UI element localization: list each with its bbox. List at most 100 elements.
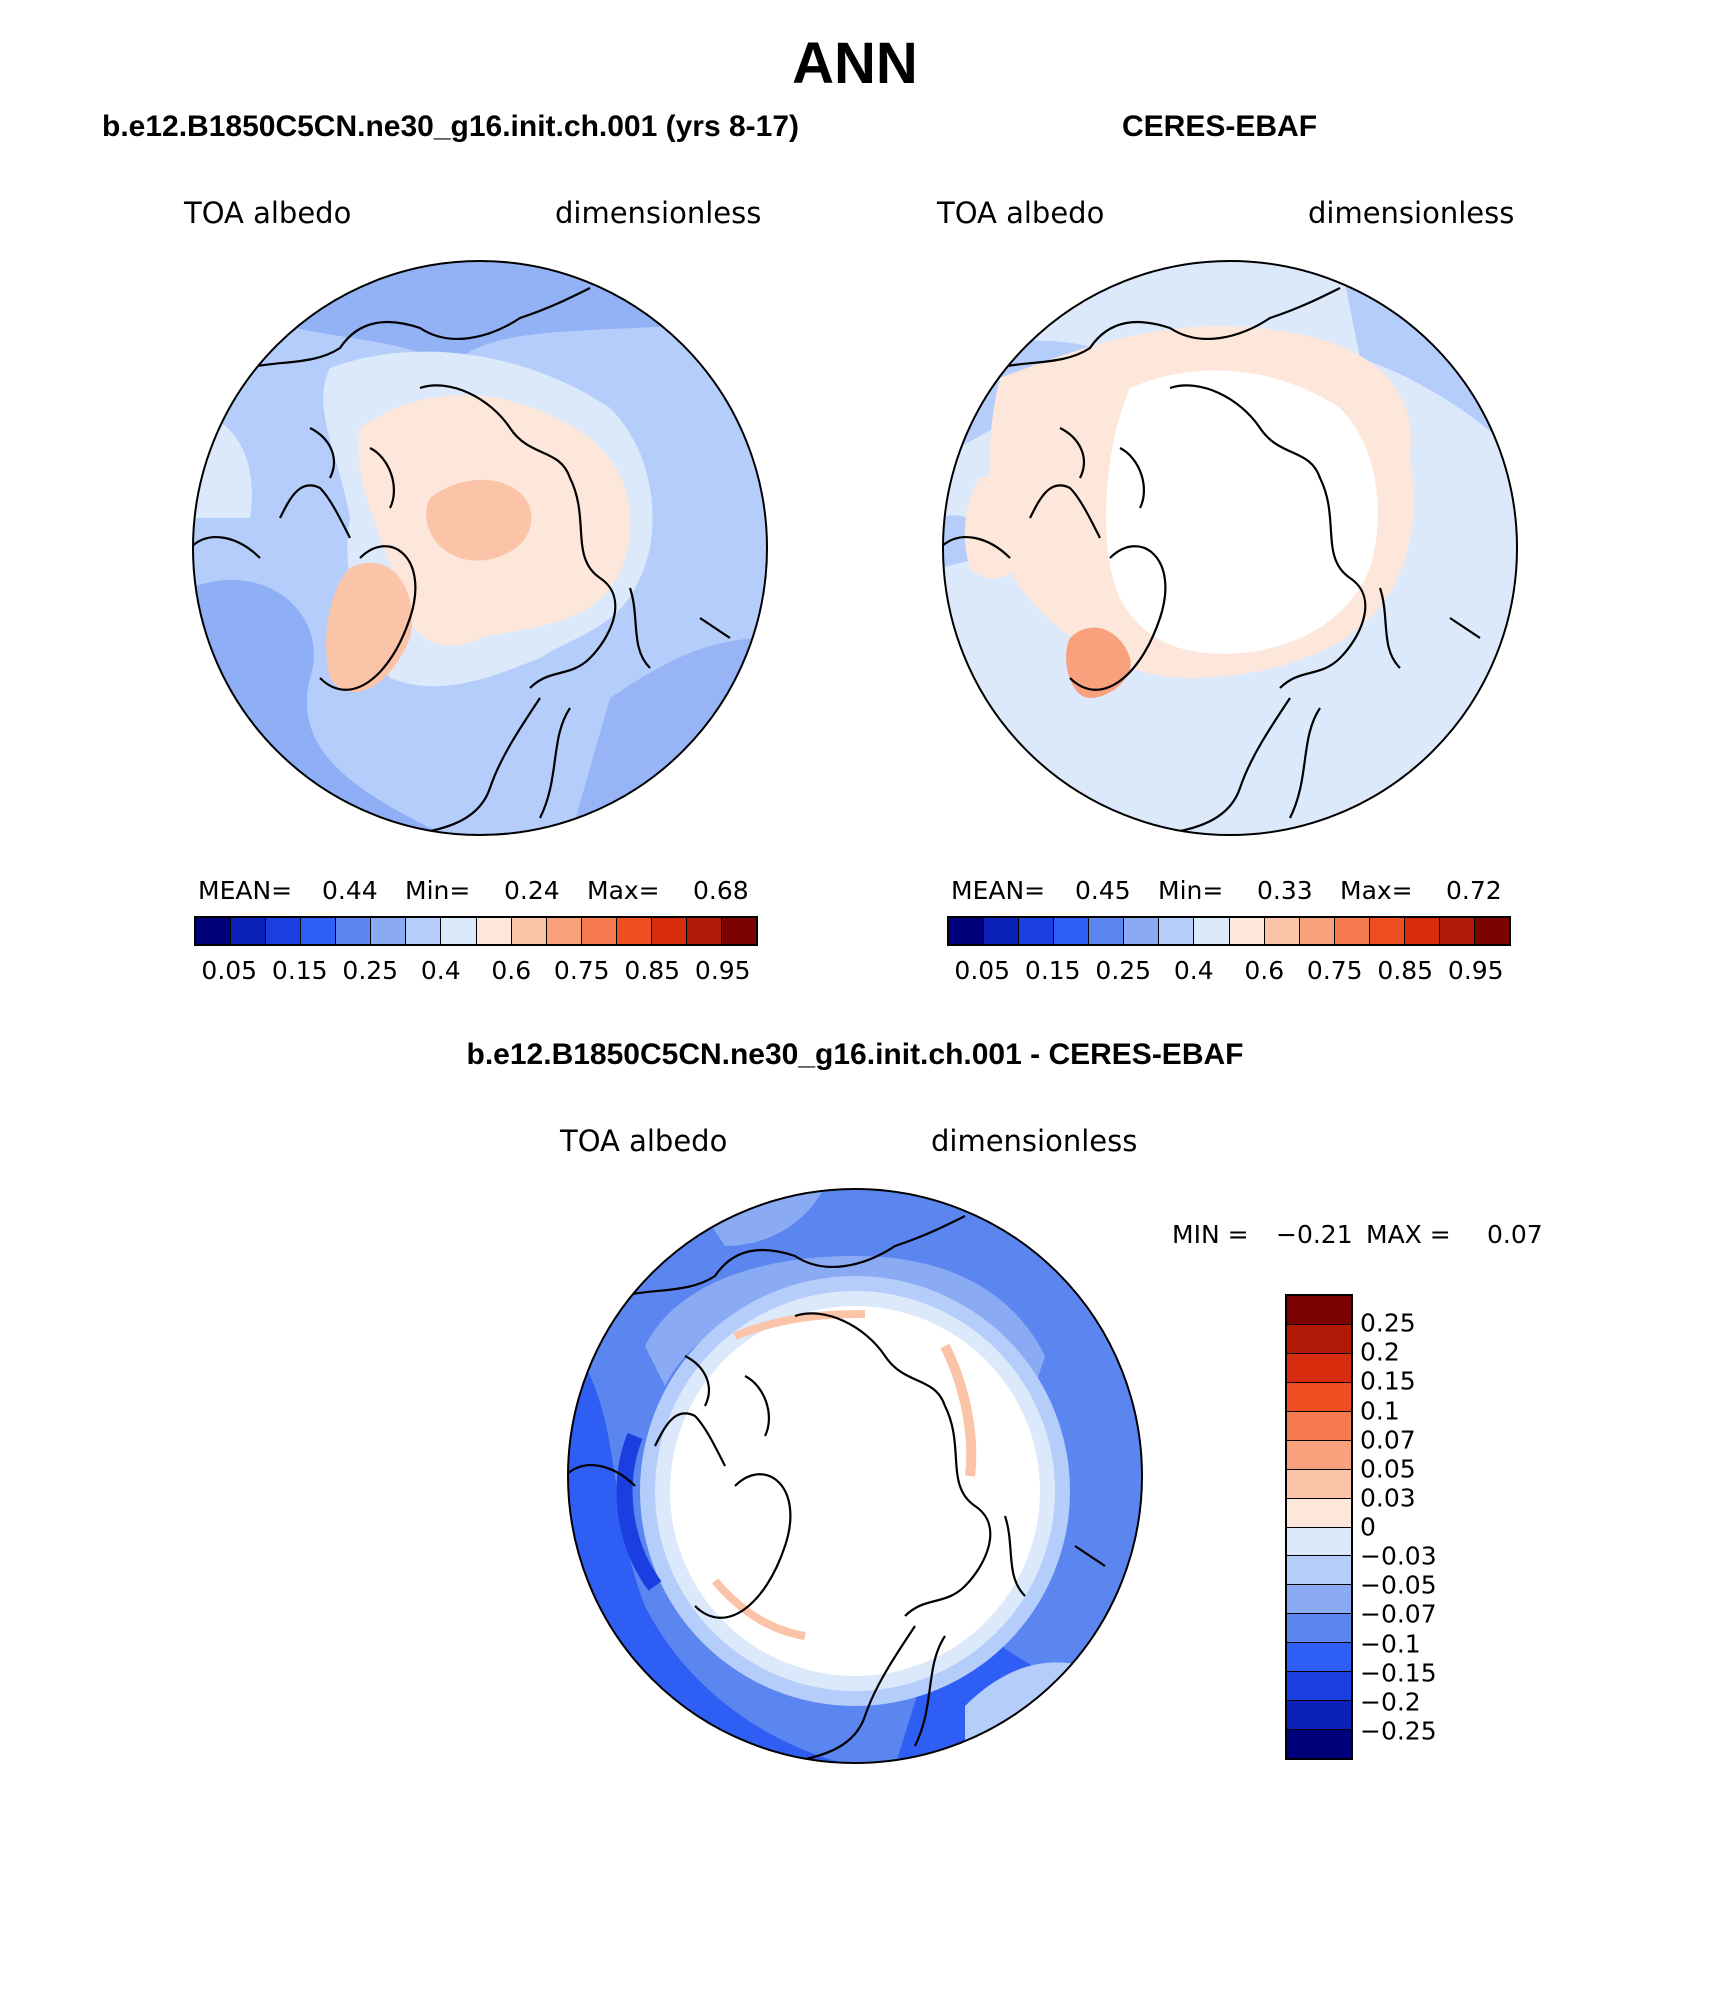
panel-1-mean-value: 0.44 <box>322 876 378 905</box>
panel-1-colorbar-swatch <box>196 918 232 944</box>
panel-1-colorbar-tick-label: 0.15 <box>271 956 328 985</box>
panel-3-variable-label: TOA albedo <box>560 1124 728 1158</box>
panel-1-polar-map <box>192 260 768 836</box>
panel-3-colorbar-tick-label: 0.03 <box>1360 1483 1416 1513</box>
panel-2-colorbar-tick-label: 0.6 <box>1244 956 1285 985</box>
panel-3-colorbar-tick-label: 0.25 <box>1360 1308 1416 1338</box>
panel-2-colorbar-swatch <box>1404 918 1440 944</box>
panel-3-colorbar-tick-label: 0.2 <box>1360 1337 1400 1367</box>
panel-1-colorbar-tick-label: 0.25 <box>342 956 399 985</box>
panel-2-colorbar-swatch <box>1159 918 1195 944</box>
panel-3-colorbar-tick-label: −0.15 <box>1360 1658 1437 1688</box>
panel-3-colorbar-swatch <box>1287 1672 1351 1702</box>
panel-2-colorbar-tick-label: 0.25 <box>1095 956 1152 985</box>
panel-2-colorbar-tick-label: 0.05 <box>954 956 1011 985</box>
panel-3-colorbar-tick-label: 0.1 <box>1360 1396 1400 1425</box>
panel-3-units-label: dimensionless <box>931 1124 1138 1158</box>
panel-2-colorbar-swatch <box>949 918 985 944</box>
panel-2-colorbar-swatch <box>1334 918 1370 944</box>
panel-3-min-value: −0.21 <box>1276 1220 1353 1249</box>
panel-1-colorbar-tick-label: 0.4 <box>420 956 461 985</box>
panel-1-colorbar-swatch <box>406 918 442 944</box>
panel-3-colorbar-swatch <box>1287 1296 1351 1325</box>
panel-3-colorbar-swatch <box>1287 1411 1351 1441</box>
panel-2-polar-map <box>942 260 1518 836</box>
panel-1-colorbar-tick-label: 0.95 <box>694 956 751 985</box>
panel-1-min-value: 0.24 <box>504 876 560 905</box>
panel-1-colorbar-swatch <box>686 918 722 944</box>
panel-2-colorbar-swatch <box>1474 918 1509 944</box>
panel-2-colorbar-swatch <box>1299 918 1335 944</box>
panel-1-colorbar-swatch <box>546 918 582 944</box>
panel-1-title: b.e12.B1850C5CN.ne30_g16.init.ch.001 (yr… <box>102 110 800 143</box>
panel-3-colorbar-tick-label: −0.25 <box>1360 1716 1437 1746</box>
panel-3-colorbar-swatch <box>1287 1324 1351 1354</box>
panel-1-colorbar <box>194 916 758 946</box>
panel-3-colorbar-swatch <box>1287 1556 1351 1586</box>
panel-2-mean-value: 0.45 <box>1075 876 1131 905</box>
panel-1-colorbar-labels: 0.05 0.15 0.25 0.4 0.6 0.75 0.85 0.95 <box>194 956 758 986</box>
panel-3-colorbar-tick-label: −0.05 <box>1360 1570 1437 1600</box>
panel-2-colorbar-labels: 0.05 0.15 0.25 0.4 0.6 0.75 0.85 0.95 <box>947 956 1511 986</box>
panel-2-min-label: Min= <box>1158 876 1224 905</box>
panel-2-colorbar-swatch <box>1054 918 1090 944</box>
panel-3-colorbar-swatch <box>1287 1440 1351 1470</box>
panel-3-colorbar-swatch <box>1287 1382 1351 1412</box>
panel-1-colorbar-swatch <box>581 918 617 944</box>
panel-3-colorbar-tick-label: 0 <box>1360 1512 1376 1542</box>
panel-3-colorbar-tick-label: 0.05 <box>1360 1454 1416 1484</box>
panel-3-polar-map <box>567 1188 1143 1764</box>
panel-2-title: CERES-EBAF <box>1122 110 1318 143</box>
panel-2-colorbar-swatch <box>1229 918 1265 944</box>
panel-1-colorbar-tick-label: 0.85 <box>624 956 681 985</box>
panel-3-colorbar-swatch <box>1287 1469 1351 1499</box>
panel-2-max-label: Max= <box>1340 876 1413 905</box>
panel-2-colorbar-tick-label: 0.4 <box>1173 956 1214 985</box>
panel-1-colorbar-swatch <box>721 918 756 944</box>
panel-2-colorbar-swatch <box>984 918 1020 944</box>
panel-2-variable-label: TOA albedo <box>937 196 1105 230</box>
panel-1-mean-label: MEAN= <box>198 876 293 905</box>
panel-3-colorbar-swatch <box>1287 1643 1351 1673</box>
panel-2-max-value: 0.72 <box>1446 876 1502 905</box>
panel-1-colorbar-swatch <box>616 918 652 944</box>
panel-1-colorbar-swatch <box>441 918 477 944</box>
panel-1-min-label: Min= <box>405 876 471 905</box>
panel-3-colorbar-tick-label: −0.1 <box>1360 1629 1421 1658</box>
panel-2-colorbar-swatch <box>1019 918 1055 944</box>
panel-3-colorbar-swatch <box>1287 1614 1351 1644</box>
panel-3-colorbar-tick-label: −0.03 <box>1360 1541 1437 1571</box>
panel-1-colorbar-swatch <box>266 918 302 944</box>
panel-2-units-label: dimensionless <box>1308 196 1515 230</box>
panel-2-colorbar-tick-label: 0.85 <box>1377 956 1434 985</box>
panel-2-colorbar-swatch <box>1439 918 1475 944</box>
panel-1-colorbar-swatch <box>301 918 337 944</box>
panel-2-colorbar-swatch <box>1089 918 1125 944</box>
panel-3-colorbar-swatch <box>1287 1585 1351 1615</box>
panel-1-colorbar-swatch <box>651 918 687 944</box>
panel-2-colorbar-swatch <box>1194 918 1230 944</box>
panel-1-colorbar-swatch <box>371 918 407 944</box>
panel-2-colorbar-swatch <box>1369 918 1405 944</box>
panel-1-colorbar-tick-label: 0.05 <box>201 956 258 985</box>
panel-3-colorbar <box>1285 1294 1353 1760</box>
panel-3-colorbar-labels: 0.25 0.2 0.15 0.1 0.07 0.05 0.03 0 −0.03 −0.05 −0.… <box>1360 1294 1480 1760</box>
panel-1-units-label: dimensionless <box>555 196 762 230</box>
panel-3-title: b.e12.B1850C5CN.ne30_g16.init.ch.001 - C… <box>466 1038 1244 1071</box>
panel-2-colorbar-tick-label: 0.15 <box>1024 956 1081 985</box>
panel-3-colorbar-tick-label: 0.07 <box>1360 1425 1416 1455</box>
panel-3-colorbar-swatch <box>1287 1498 1351 1528</box>
panel-3-colorbar-tick-label: −0.07 <box>1360 1599 1437 1629</box>
panel-2-min-value: 0.33 <box>1257 876 1313 905</box>
panel-2-colorbar <box>947 916 1511 946</box>
panel-2-colorbar-tick-label: 0.75 <box>1306 956 1363 985</box>
panel-3-max-label: MAX = <box>1366 1220 1451 1249</box>
panel-1-max-value: 0.68 <box>693 876 749 905</box>
panel-3-min-label: MIN = <box>1172 1220 1249 1249</box>
main-title: ANN <box>792 31 918 96</box>
panel-3-colorbar-swatch <box>1287 1353 1351 1383</box>
panel-1-max-label: Max= <box>587 876 660 905</box>
panel-1-colorbar-tick-label: 0.6 <box>491 956 532 985</box>
panel-2-mean-label: MEAN= <box>951 876 1046 905</box>
panel-3-colorbar-swatch <box>1287 1527 1351 1557</box>
